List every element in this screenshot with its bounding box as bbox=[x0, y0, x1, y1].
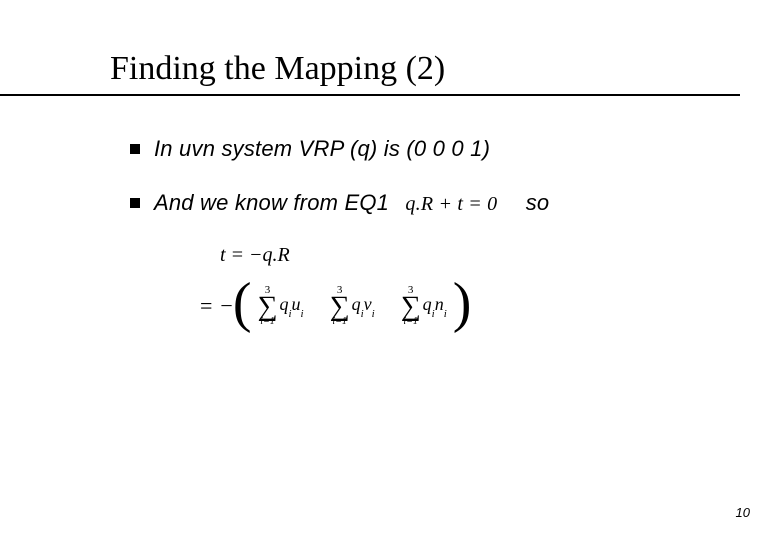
sub-i: i bbox=[361, 308, 364, 320]
bullet-text: In uvn system VRP (q) is (0 0 0 1) bbox=[154, 136, 490, 162]
sub-i: i bbox=[301, 308, 304, 320]
formula-line-1: t = −q.R bbox=[220, 244, 700, 267]
sum-lower: i=1 bbox=[260, 317, 275, 327]
formula-block: t = −q.R = − ( 3 ∑ i=1 qiui bbox=[200, 244, 700, 327]
sigma-icon: 3 ∑ i=1 bbox=[401, 285, 421, 327]
sub-i: i bbox=[432, 308, 435, 320]
bullet-item: And we know from EQ1 q.R + t = 0 so bbox=[130, 190, 700, 216]
sum-term: 3 ∑ i=1 qivi bbox=[330, 285, 375, 327]
sigma-icon: 3 ∑ i=1 bbox=[330, 285, 350, 327]
sum-expression: qini bbox=[423, 294, 447, 318]
var-u: u bbox=[292, 294, 301, 314]
sigma-icon: 3 ∑ i=1 bbox=[258, 285, 278, 327]
sum-term: 3 ∑ i=1 qiui bbox=[258, 285, 304, 327]
slide-title: Finding the Mapping (2) bbox=[110, 50, 740, 88]
square-bullet-icon bbox=[130, 144, 140, 154]
close-paren: ) bbox=[453, 284, 472, 323]
sum-lower: i=1 bbox=[332, 317, 347, 327]
inline-equation: q.R + t = 0 bbox=[405, 193, 497, 216]
var-v: v bbox=[364, 294, 372, 314]
var-n: n bbox=[435, 294, 444, 314]
slide: Finding the Mapping (2) In uvn system VR… bbox=[0, 0, 780, 540]
sub-i: i bbox=[444, 308, 447, 320]
sum-group: 3 ∑ i=1 qiui 3 ∑ i=1 bbox=[252, 285, 453, 327]
title-underline: Finding the Mapping (2) bbox=[0, 50, 740, 96]
var-q: q bbox=[423, 294, 432, 314]
sum-lower: i=1 bbox=[403, 317, 418, 327]
bullet-text: And we know from EQ1 q.R + t = 0 so bbox=[154, 190, 549, 216]
open-paren: ( bbox=[233, 284, 252, 323]
bullet-item: In uvn system VRP (q) is (0 0 0 1) bbox=[130, 136, 700, 162]
bullet-suffix: so bbox=[526, 190, 550, 215]
bullet-prefix: And we know from EQ1 bbox=[154, 190, 389, 215]
equals-sign: = bbox=[200, 293, 212, 319]
slide-body: In uvn system VRP (q) is (0 0 0 1) And w… bbox=[0, 96, 780, 327]
var-q: q bbox=[352, 294, 361, 314]
sum-term: 3 ∑ i=1 qini bbox=[401, 285, 447, 327]
formula-line-2: = − ( 3 ∑ i=1 qiui bbox=[200, 285, 700, 327]
square-bullet-icon bbox=[130, 198, 140, 208]
minus-sign: − bbox=[220, 293, 232, 319]
sub-i: i bbox=[372, 308, 375, 320]
sum-expression: qiui bbox=[279, 294, 303, 318]
sum-expression: qivi bbox=[352, 294, 375, 318]
page-number: 10 bbox=[736, 505, 750, 520]
sub-i: i bbox=[288, 308, 291, 320]
